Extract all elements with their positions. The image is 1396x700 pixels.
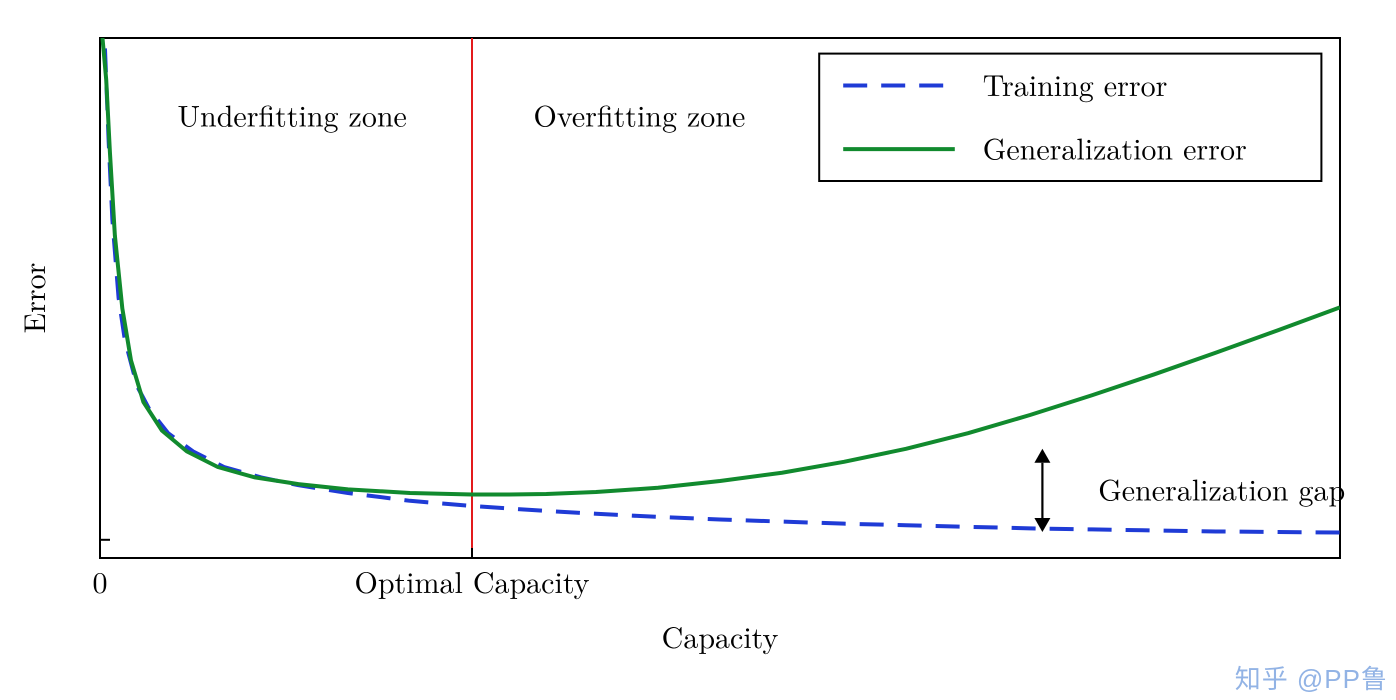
chart-canvas: 0 Optimal Capacity Capacity Error Underfitti…	[0, 0, 1396, 700]
legend-label-generalization: Generalization error	[983, 126, 1247, 169]
x-tick-label: Optimal Capacity	[354, 559, 589, 602]
error-capacity-chart: 0 Optimal Capacity Capacity Error Underfitti…	[0, 0, 1396, 700]
gap-arrow-head-up	[1034, 449, 1050, 463]
overfit-label: Overfitting zone	[534, 92, 746, 135]
gap-arrow-head-down	[1034, 518, 1050, 532]
underfit-label: Underfitting zone	[178, 92, 407, 135]
y-axis-label: Error	[11, 263, 54, 334]
gap-label: Generalization gap	[1098, 466, 1345, 509]
x-tick-label: 0	[93, 559, 108, 602]
x-axis-label: Capacity	[662, 614, 779, 657]
legend-label-training: Training error	[983, 62, 1168, 105]
